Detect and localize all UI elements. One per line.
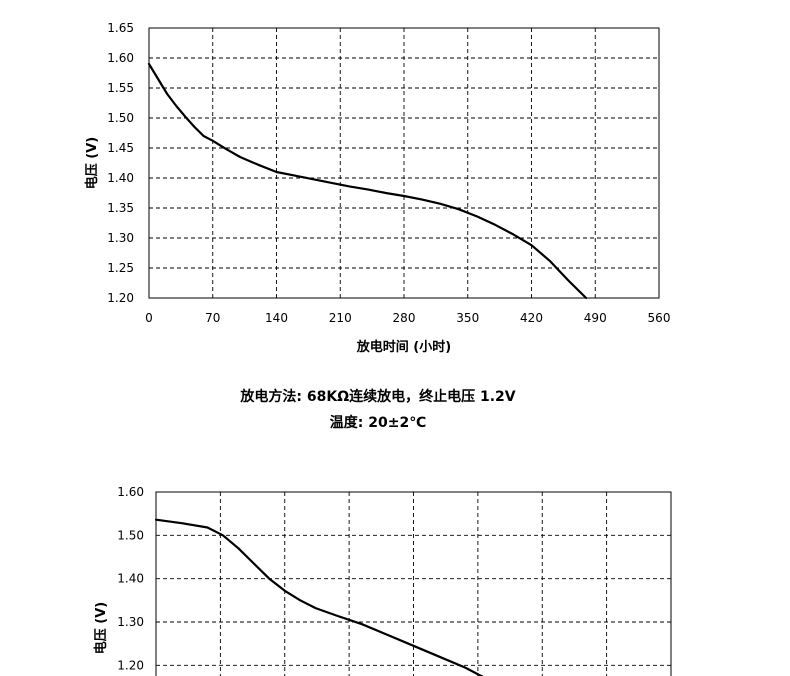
chart-1-y-tick-labels: 1.65 1.60 1.55 1.50 1.45 1.40 1.35 1.30 1.25 1.20 bbox=[107, 21, 134, 305]
chart-2-series-line bbox=[154, 518, 484, 676]
chart-1-x-tick-label: 560 bbox=[648, 311, 671, 325]
caption-discharge-method: 放电方法: 68KΩ连续放电，终止电压 1.2V bbox=[239, 388, 515, 405]
chart-1-x-tick-label: 0 bbox=[145, 311, 153, 325]
chart-1-y-tick-label: 1.30 bbox=[107, 231, 134, 245]
chart-1-y-tick-label: 1.45 bbox=[107, 141, 134, 155]
chart-2-y-tick-label: 1.40 bbox=[117, 572, 144, 586]
chart-1-x-tick-label: 70 bbox=[205, 311, 220, 325]
chart-2-y-axis-title: 电压 (V) bbox=[93, 602, 109, 654]
chart-1-y-tick-label: 1.65 bbox=[107, 21, 134, 35]
chart-1-x-tick-labels: 0 70 140 210 280 350 420 490 560 bbox=[145, 311, 670, 325]
caption-temperature: 温度: 20±2℃ bbox=[330, 414, 426, 431]
chart-2-y-tick-labels: 1.60 1.50 1.40 1.30 1.20 bbox=[117, 485, 144, 672]
chart-1-y-axis-title: 电压 (V) bbox=[84, 137, 100, 189]
chart-1-x-tick-label: 350 bbox=[456, 311, 479, 325]
chart-1-x-tick-label: 210 bbox=[329, 311, 352, 325]
chart-1-grid bbox=[149, 28, 659, 298]
chart-2-y-tick-label: 1.60 bbox=[117, 485, 144, 499]
chart-2-y-tick-label: 1.30 bbox=[117, 615, 144, 629]
chart-2-y-tick-label: 1.50 bbox=[117, 528, 144, 542]
chart-1-x-tick-label: 140 bbox=[265, 311, 288, 325]
chart-2: 1.60 1.50 1.40 1.30 1.20 电压 (V) bbox=[93, 485, 672, 676]
chart-1-y-tick-label: 1.55 bbox=[107, 81, 134, 95]
chart-1-y-tick-label: 1.20 bbox=[107, 291, 134, 305]
chart-1-y-tick-label: 1.50 bbox=[107, 111, 134, 125]
chart-2-plot-frame bbox=[155, 491, 672, 676]
chart-2-y-tick-label: 1.20 bbox=[117, 658, 144, 672]
chart-1-series-line bbox=[147, 62, 588, 300]
chart-1-x-tick-label: 280 bbox=[393, 311, 416, 325]
chart-1: 1.65 1.60 1.55 1.50 1.45 1.40 1.35 1.30 1.25 1.20… bbox=[84, 21, 670, 355]
chart-1-plot-frame bbox=[148, 27, 660, 299]
chart-1-y-tick-label: 1.35 bbox=[107, 201, 134, 215]
chart-1-x-tick-label: 490 bbox=[584, 311, 607, 325]
chart-1-y-tick-label: 1.40 bbox=[107, 171, 134, 185]
chart-1-x-tick-label: 420 bbox=[520, 311, 543, 325]
chart-1-y-tick-label: 1.25 bbox=[107, 261, 134, 275]
chart-2-grid bbox=[156, 492, 671, 676]
chart-1-x-axis-title: 放电时间 (小时) bbox=[356, 339, 451, 355]
chart-1-y-tick-label: 1.60 bbox=[107, 51, 134, 65]
